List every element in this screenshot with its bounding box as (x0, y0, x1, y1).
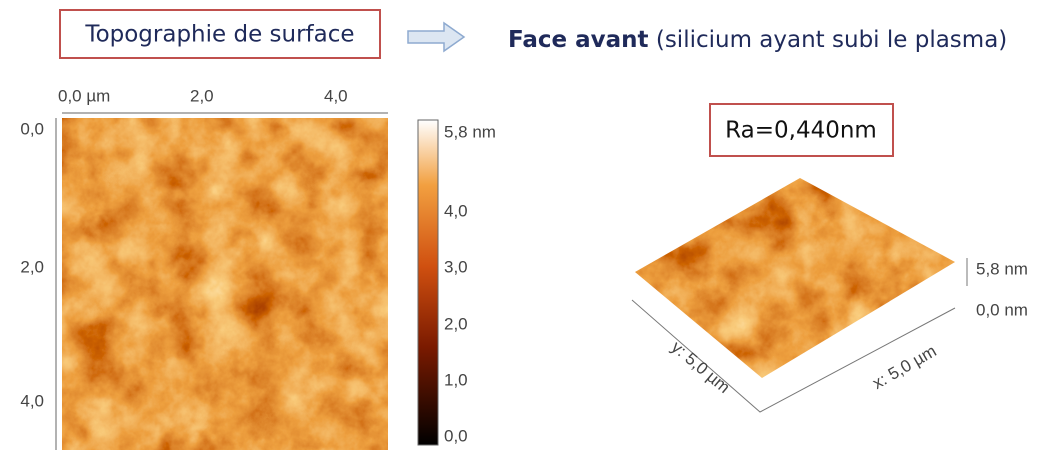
colorbar-label: 5,8 nm (444, 122, 496, 141)
arrow (407, 21, 466, 53)
colorbar-label: 3,0 (444, 257, 468, 276)
base-axes (631, 299, 956, 413)
x-tick-label: 2,0 (190, 86, 214, 105)
title-rest: (silicium ayant subi le plasma) (649, 27, 1008, 53)
y-tick-label: 2,0 (20, 257, 44, 276)
label: Topographie de surface (84, 22, 354, 48)
afm-2d-image (62, 118, 388, 450)
label-box (59, 9, 381, 59)
y-tick-label: 0,0 (20, 119, 44, 138)
title-bold: Face avant (508, 27, 649, 53)
y-axis-label: y: 5,0 µm (668, 337, 734, 397)
colorbar (417, 119, 439, 446)
x-tick-label: 0,0 µm (58, 86, 110, 105)
title: Face avant (silicium ayant subi le plasm… (508, 27, 1007, 53)
colorbar-label: 0,0 (444, 426, 468, 445)
z-min-label: 0,0 nm (976, 300, 1028, 319)
colorbar-label: 2,0 (444, 314, 468, 333)
colorbar-label: 1,0 (444, 370, 468, 389)
x-axis-label: x: 5,0 µm (869, 341, 939, 393)
ra-box (709, 103, 894, 157)
ra-value: Ra=0,440nm (725, 118, 877, 144)
y-tick-label: 4,0 (20, 391, 44, 410)
x-tick-label: 4,0 (324, 86, 348, 105)
z-max-label: 5,8 nm (976, 259, 1028, 278)
colorbar-label: 4,0 (444, 201, 468, 220)
